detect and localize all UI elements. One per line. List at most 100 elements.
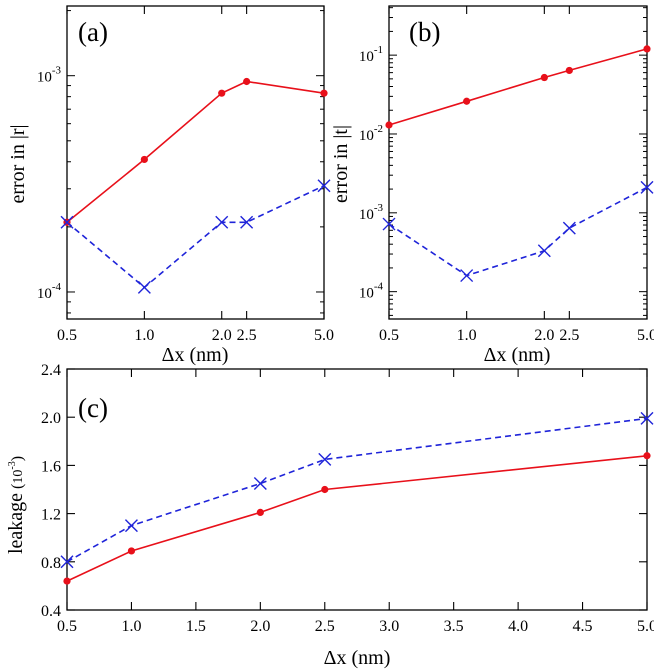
cross-stroke <box>640 180 654 194</box>
cross-stroke <box>60 215 74 229</box>
cross-stroke <box>460 269 474 283</box>
panel-a-series <box>60 77 331 294</box>
panel-c-y-tick-label: 0.8 <box>41 555 61 572</box>
cross-stroke <box>215 215 229 229</box>
panel-c-x-tick-label: 1.0 <box>121 618 141 635</box>
panel-a-y-axis: 10-310-4 <box>37 10 324 314</box>
y-tick-label-base: 10 <box>37 70 52 86</box>
panel-a-series-1-point <box>60 215 74 229</box>
panel-b-series-1-point <box>562 221 576 235</box>
panel-c-series-1-point <box>60 555 74 569</box>
panel-c-y-tick-label: 2.4 <box>41 362 61 379</box>
panel-a-x-tick-label: 0.5 <box>57 327 77 344</box>
cross-stroke <box>317 179 331 193</box>
panel-c: (c) 0.4 0.8 1.2 1.6 2.0 2.4 0.5 1.0 1.5 2.0 2.5 3.… <box>5 362 654 669</box>
panel-b-x-tick-label: 1.0 <box>457 327 477 344</box>
panel-c-series <box>60 411 654 585</box>
panel-c-x-tick-label: 3.0 <box>379 618 399 635</box>
panel-b-series-0-point <box>565 66 573 75</box>
panel-c-x-tick-label: 2.0 <box>250 618 270 635</box>
panel-a-y-tick-label: 10-4 <box>37 281 62 302</box>
cross-stroke <box>253 476 267 490</box>
cross-stroke <box>137 280 151 294</box>
panel-b-series-1-point <box>460 269 474 283</box>
panel-c-y-axis-unit-close: ) <box>9 456 26 461</box>
panel-a-x-tick-label: 2.5 <box>237 327 257 344</box>
panel-a-series-1-point <box>137 280 151 294</box>
y-tick-label-base: 10 <box>359 128 374 144</box>
panel-c-series-0-point <box>127 547 136 555</box>
panel-c-series-1-point <box>124 519 138 533</box>
panel-b-y-tick-label: 10-1 <box>359 44 383 65</box>
panel-b-series-0-point <box>540 73 548 82</box>
y-tick-label-base: 10 <box>359 207 374 223</box>
panel-c-y-axis-unit-base: 10 <box>11 470 26 484</box>
panel-b-x-tick-label: 2.5 <box>559 327 579 344</box>
panel-c-series-0-point <box>643 452 651 460</box>
panel-a-y-axis-title: error in |r| <box>7 124 29 203</box>
cross-stroke <box>562 221 576 235</box>
panel-a-x-tick-label: 5.0 <box>314 327 334 344</box>
y-tick-label-exponent: -4 <box>374 281 384 293</box>
panel-b-x-axis-title: Δx (nm) <box>484 344 551 366</box>
panel-b-x-tick-label: 0.5 <box>379 327 399 344</box>
panel-c-x-tick-label: 1.5 <box>186 618 206 635</box>
y-tick-label-base: 10 <box>37 286 52 302</box>
panel-c-y-tick-label: 1.6 <box>41 458 61 475</box>
cross-stroke <box>318 452 332 466</box>
panel-c-x-axis: 0.5 1.0 1.5 2.0 2.5 3.0 3.5 4.0 4.5 5.0 <box>57 369 654 635</box>
panel-a-y-tick-label: 10-3 <box>37 65 62 86</box>
panel-a-plot-frame <box>66 5 325 320</box>
y-tick-label-exponent: -4 <box>52 281 62 293</box>
panel-c-y-axis-unit-open: ( <box>9 484 26 493</box>
panel-b-series-0-point <box>643 45 651 53</box>
cross-stroke <box>640 411 654 425</box>
panel-c-series-1-line <box>66 417 648 563</box>
cross-stroke <box>382 217 396 231</box>
panel-b: (b) 10-110-210-310-4 0.5 1.0 2.0 2.5 5.0 Δx … <box>330 5 654 366</box>
cross-stroke <box>537 244 551 258</box>
panel-c-y-tick-label: 2.0 <box>41 410 61 427</box>
panel-a-series-1-point <box>240 215 254 229</box>
panel-c-series-0-point <box>256 508 264 516</box>
panel-a-series-1-point <box>317 179 331 193</box>
panel-a: (a) 10-310-4 0.5 1.0 2.0 2.5 5.0 Δx (nm) err… <box>7 5 334 366</box>
panel-b-label: (b) <box>409 17 440 47</box>
panel-c-y-axis-title-text: leakage <box>5 493 27 554</box>
panel-b-x-tick-label: 2.0 <box>534 327 554 344</box>
panel-a-x-tick-label: 2.0 <box>212 327 232 344</box>
y-tick-label-base: 10 <box>359 286 374 302</box>
cross-stroke <box>124 519 138 533</box>
panel-a-series-1-point <box>215 215 229 229</box>
panel-b-series-1-point <box>640 180 654 194</box>
y-tick-label-base: 10 <box>359 49 374 65</box>
panel-c-x-tick-label: 0.5 <box>57 618 77 635</box>
panel-c-series-0-line <box>66 455 648 582</box>
panel-b-x-tick-label: 5.0 <box>637 327 654 344</box>
panel-b-series-1-line <box>388 186 648 277</box>
panel-c-x-tick-label: 4.0 <box>508 618 528 635</box>
panel-b-plot-frame <box>388 5 648 320</box>
panel-b-x-axis: 0.5 1.0 2.0 2.5 5.0 <box>379 6 654 344</box>
panel-b-y-tick-label: 10-4 <box>359 281 384 302</box>
panel-c-x-tick-label: 2.5 <box>315 618 335 635</box>
panel-c-x-tick-label: 5.0 <box>637 618 654 635</box>
panel-a-series-0-point <box>243 77 251 86</box>
panel-b-series-0-point <box>385 121 393 129</box>
panel-a-series-0-point <box>140 155 148 164</box>
panel-c-y-axis-title: leakage (10-3) <box>5 456 27 554</box>
panel-c-plot-frame <box>66 368 648 611</box>
panel-b-series-1-point <box>382 217 396 231</box>
panel-b-series <box>382 45 654 283</box>
panel-c-series-1-point <box>253 476 267 490</box>
panel-b-y-axis-title: error in |t| <box>330 125 352 203</box>
panel-a-label: (a) <box>78 17 108 47</box>
y-tick-label-exponent: -3 <box>374 202 384 214</box>
panel-a-series-1-line <box>66 184 325 289</box>
panel-b-series-1-point <box>537 244 551 258</box>
panel-a-x-axis-title: Δx (nm) <box>162 344 229 366</box>
panel-c-series-1-point <box>318 452 332 466</box>
panel-b-y-tick-label: 10-3 <box>359 202 384 223</box>
panel-b-y-tick-label: 10-2 <box>359 123 383 144</box>
panel-c-series-0-point <box>63 577 71 585</box>
